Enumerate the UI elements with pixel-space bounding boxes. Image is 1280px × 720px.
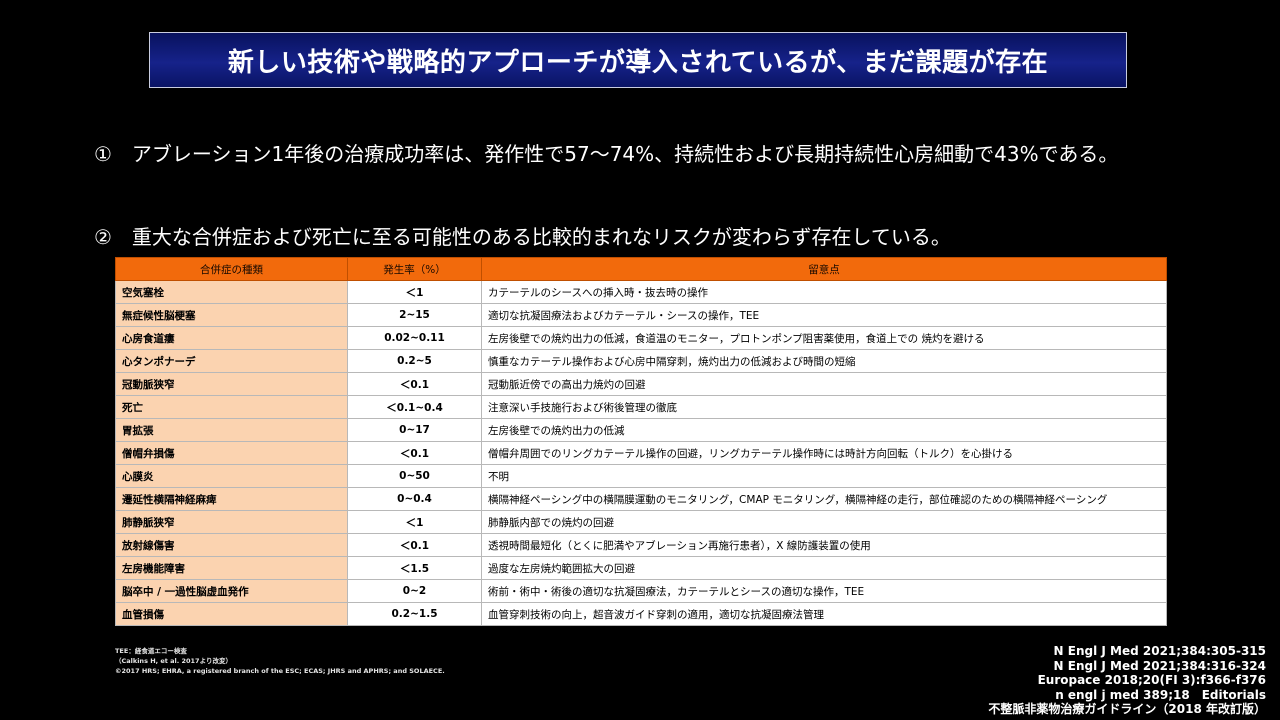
reference-item: N Engl J Med 2021;384:316-324 [1053, 658, 1266, 673]
footnote-copyright: ©2017 HRS; EHRA, a registered branch of … [115, 667, 445, 675]
table-header-row: 合併症の種類 発生率（%） 留意点 [115, 257, 1167, 281]
reference-item: Europace 2018;20(FI 3):f366-f376 [1037, 673, 1266, 687]
precaution-note: 不明 [481, 464, 1167, 488]
references: N Engl J Med 2021;384:305-315 N Engl J M… [988, 644, 1266, 717]
table-row: 脳卒中 / 一過性脳虚血発作 0~2 術前・術中・術後の適切な抗凝固療法，カテー… [115, 579, 1167, 603]
reference-item: n engl j med 389;18 Editorials [1055, 687, 1266, 702]
complication-name: 無症候性脳梗塞 [115, 303, 348, 327]
table-row: 肺静脈狭窄 ＜1 肺静脈内部での焼灼の回避 [115, 510, 1167, 534]
table-row: 左房機能障害 ＜1.5 過度な左房焼灼範囲拡大の回避 [115, 556, 1167, 580]
slide-title: 新しい技術や戦略的アプローチが導入されているが、まだ課題が存在 [149, 32, 1127, 88]
incidence-rate: ＜1 [347, 280, 482, 304]
bullet-complication-risk: ② 重大な合併症および死亡に至る可能性のある比較的まれなリスクが変わらず存在して… [94, 225, 951, 249]
incidence-rate: ＜0.1 [347, 441, 482, 465]
complication-name: 左房機能障害 [115, 556, 348, 580]
incidence-rate: ＜0.1~0.4 [347, 395, 482, 419]
table-row: 心膜炎 0~50 不明 [115, 464, 1167, 488]
precaution-note: 左房後壁での焼灼出力の低減，食道温のモニター，プロトンポンプ阻害薬使用，食道上で… [481, 326, 1167, 350]
table-row: 死亡 ＜0.1~0.4 注意深い手技施行および術後管理の徹底 [115, 395, 1167, 419]
complication-name: 血管損傷 [115, 602, 348, 626]
table-footnote: TEE：経食道エコー検査 （Calkins H, et al. 2017より改変… [115, 646, 445, 676]
precaution-note: 過度な左房焼灼範囲拡大の回避 [481, 556, 1167, 580]
complication-name: 心膜炎 [115, 464, 348, 488]
incidence-rate: 0~17 [347, 418, 482, 442]
incidence-rate: 2~15 [347, 303, 482, 327]
complication-name: 僧帽弁損傷 [115, 441, 348, 465]
table-row: 胃拡張 0~17 左房後壁での焼灼出力の低減 [115, 418, 1167, 442]
complication-name: 死亡 [115, 395, 348, 419]
table-row: 遷延性横隔神経麻痺 0~0.4 横隔神経ペーシング中の横隔膜運動のモニタリング，… [115, 487, 1167, 511]
complication-name: 冠動脈狭窄 [115, 372, 348, 396]
complication-name: 心タンポナーデ [115, 349, 348, 373]
complication-name: 遷延性横隔神経麻痺 [115, 487, 348, 511]
incidence-rate: 0~50 [347, 464, 482, 488]
incidence-rate: ＜1 [347, 510, 482, 534]
precaution-note: 血管穿刺技術の向上，超音波ガイド穿刺の適用，適切な抗凝固療法管理 [481, 602, 1167, 626]
incidence-rate: 0.2~1.5 [347, 602, 482, 626]
precaution-note: 透視時間最短化（とくに肥満やアブレーション再施行患者），X 線防護装置の使用 [481, 533, 1167, 557]
reference-item: 不整脈非薬物治療ガイドライン（2018 年改訂版） [988, 702, 1266, 716]
table-row: 冠動脈狭窄 ＜0.1 冠動脈近傍での高出力焼灼の回避 [115, 372, 1167, 396]
header-complication-type: 合併症の種類 [115, 257, 348, 281]
complication-name: 空気塞栓 [115, 280, 348, 304]
reference-item: N Engl J Med 2021;384:305-315 [1053, 644, 1266, 658]
header-incidence: 発生率（%） [347, 257, 482, 281]
complication-name: 脳卒中 / 一過性脳虚血発作 [115, 579, 348, 603]
header-notes: 留意点 [481, 257, 1167, 281]
complication-name: 心房食道瘻 [115, 326, 348, 350]
complications-table: 合併症の種類 発生率（%） 留意点 空気塞栓 ＜1 カテーテルのシースへの挿入時… [115, 257, 1167, 626]
complication-name: 放射線傷害 [115, 533, 348, 557]
precaution-note: 肺静脈内部での焼灼の回避 [481, 510, 1167, 534]
precaution-note: 横隔神経ペーシング中の横隔膜運動のモニタリング，CMAP モニタリング，横隔神経… [481, 487, 1167, 511]
complication-name: 肺静脈狭窄 [115, 510, 348, 534]
precaution-note: 左房後壁での焼灼出力の低減 [481, 418, 1167, 442]
table-row: 空気塞栓 ＜1 カテーテルのシースへの挿入時・抜去時の操作 [115, 280, 1167, 304]
footnote-source: （Calkins H, et al. 2017より改変） [115, 657, 232, 665]
incidence-rate: ＜0.1 [347, 533, 482, 557]
incidence-rate: 0.2~5 [347, 349, 482, 373]
table-row: 僧帽弁損傷 ＜0.1 僧帽弁周囲でのリングカテーテル操作の回避，リングカテーテル… [115, 441, 1167, 465]
incidence-rate: ＜0.1 [347, 372, 482, 396]
footnote-tee-definition: TEE：経食道エコー検査 [115, 647, 187, 655]
precaution-note: 適切な抗凝固療法およびカテーテル・シースの操作，TEE [481, 303, 1167, 327]
precaution-note: 術前・術中・術後の適切な抗凝固療法，カテーテルとシースの適切な操作，TEE [481, 579, 1167, 603]
table-row: 心房食道瘻 0.02~0.11 左房後壁での焼灼出力の低減，食道温のモニター，プ… [115, 326, 1167, 350]
precaution-note: カテーテルのシースへの挿入時・抜去時の操作 [481, 280, 1167, 304]
incidence-rate: 0.02~0.11 [347, 326, 482, 350]
precaution-note: 僧帽弁周囲でのリングカテーテル操作の回避，リングカテーテル操作時には時計方向回転… [481, 441, 1167, 465]
precaution-note: 注意深い手技施行および術後管理の徹底 [481, 395, 1167, 419]
table-row: 放射線傷害 ＜0.1 透視時間最短化（とくに肥満やアブレーション再施行患者），X… [115, 533, 1167, 557]
bullet-success-rate: ① アブレーション1年後の治療成功率は、発作性で57～74%、持続性および長期持… [94, 142, 1119, 166]
incidence-rate: 0~2 [347, 579, 482, 603]
complication-name: 胃拡張 [115, 418, 348, 442]
precaution-note: 慎重なカテーテル操作および心房中隔穿刺，焼灼出力の低減および時間の短縮 [481, 349, 1167, 373]
table-row: 無症候性脳梗塞 2~15 適切な抗凝固療法およびカテーテル・シースの操作，TEE [115, 303, 1167, 327]
table-row: 血管損傷 0.2~1.5 血管穿刺技術の向上，超音波ガイド穿刺の適用，適切な抗凝… [115, 602, 1167, 626]
table-row: 心タンポナーデ 0.2~5 慎重なカテーテル操作および心房中隔穿刺，焼灼出力の低… [115, 349, 1167, 373]
precaution-note: 冠動脈近傍での高出力焼灼の回避 [481, 372, 1167, 396]
incidence-rate: 0~0.4 [347, 487, 482, 511]
incidence-rate: ＜1.5 [347, 556, 482, 580]
